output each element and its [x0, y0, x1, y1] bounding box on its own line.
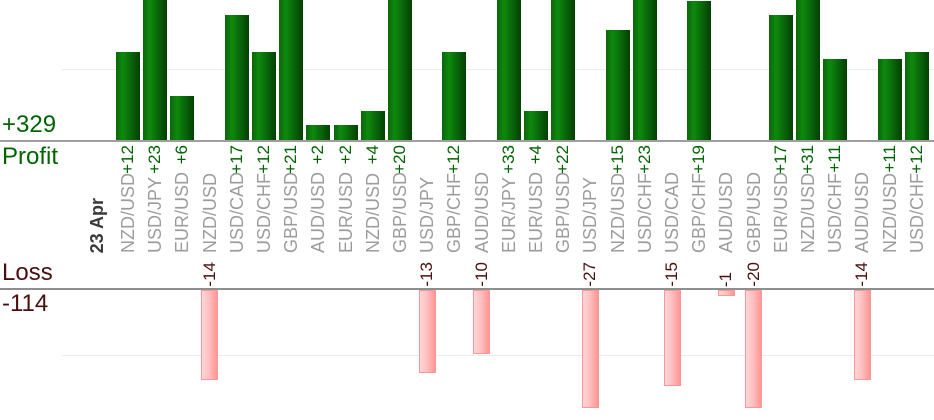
loss-value-label: -20 — [744, 262, 763, 287]
profit-value-label: +20 — [390, 145, 409, 174]
profit-bar — [442, 52, 466, 140]
pair-label: GBP/USD — [744, 171, 764, 253]
pair-label: GBP/USD — [390, 171, 410, 253]
profit-total: +329 — [2, 111, 57, 138]
profit-value-label: +17 — [771, 145, 790, 174]
loss-bar — [854, 290, 871, 380]
pair-label: GBP/USD — [553, 171, 573, 253]
loss-axis-line — [0, 288, 934, 290]
profit-bar — [606, 30, 630, 140]
loss-bar — [745, 290, 762, 408]
profit-value-label: +4 — [363, 145, 382, 165]
pair-label: EUR/USD — [526, 171, 546, 253]
pair-label: EUR/JPY — [499, 176, 519, 253]
pair-label: EUR/USD — [336, 171, 356, 253]
loss-bar — [419, 290, 436, 373]
profit-value-label: +12 — [907, 145, 926, 174]
pair-label: AUD/USD — [472, 171, 492, 253]
profit-bar — [361, 111, 385, 140]
pair-label: NZD/USD — [363, 173, 383, 253]
profit-bar — [170, 96, 194, 140]
profit-value-label: +12 — [118, 145, 137, 174]
pair-label: AUD/USD — [308, 171, 328, 253]
pair-label: USD/CHF — [907, 173, 927, 253]
profit-axis-line — [0, 140, 934, 142]
pair-label: GBP/CHF — [444, 172, 464, 253]
loss-bar — [201, 290, 218, 380]
pair-label: GBP/USD — [281, 171, 301, 253]
profit-bar — [279, 0, 303, 140]
profit-bar — [524, 111, 548, 140]
loss-value-label: -14 — [200, 262, 219, 287]
profit-value-label: +31 — [798, 145, 817, 174]
pair-label: NZD/USD — [608, 173, 628, 253]
loss-section-label: Loss — [2, 259, 53, 286]
profit-bar — [306, 125, 330, 140]
profit-value-label: +23 — [635, 145, 654, 174]
profit-bar — [252, 52, 276, 140]
profit-bar — [497, 0, 521, 140]
pair-label: NZD/USD — [880, 173, 900, 253]
loss-bar — [473, 290, 490, 354]
pair-label: GBP/CHF — [689, 172, 709, 253]
pair-label: USD/JPY — [580, 176, 600, 253]
date-label: 23 Apr — [87, 197, 107, 253]
loss-gridline — [62, 355, 934, 356]
pair-label: USD/JPY — [145, 176, 165, 253]
loss-value-label: -27 — [580, 262, 599, 287]
profit-value-label: +4 — [526, 145, 545, 165]
pair-label: USD/CAD — [662, 171, 682, 253]
pair-label: NZD/USD — [798, 173, 818, 253]
profit-bar — [116, 52, 140, 140]
loss-value-label: -13 — [417, 262, 436, 287]
pair-label: AUD/USD — [716, 171, 736, 253]
pair-label: NZD/USD — [118, 173, 138, 253]
profit-value-label: +17 — [227, 145, 246, 174]
pair-label: USD/CHF — [635, 173, 655, 253]
profit-value-label: +6 — [172, 145, 191, 165]
loss-total: -114 — [2, 290, 49, 317]
loss-value-label: -10 — [472, 262, 491, 287]
profit-bar — [334, 125, 358, 140]
profit-value-label: +12 — [444, 145, 463, 174]
profit-value-label: +2 — [308, 145, 327, 165]
loss-value-label: -15 — [662, 262, 681, 287]
loss-bar — [664, 290, 681, 386]
profit-bar — [225, 15, 249, 140]
profit-value-label: +33 — [499, 145, 518, 174]
profit-section-label: Profit — [2, 143, 59, 170]
pair-label: USD/CAD — [227, 171, 247, 253]
profit-bar — [687, 1, 711, 140]
profit-value-label: +11 — [880, 145, 899, 173]
pair-label: USD/CHF — [825, 173, 845, 253]
profit-value-label: +12 — [254, 145, 273, 174]
pair-label: NZD/USD — [200, 173, 220, 253]
profit-value-label: +22 — [553, 145, 572, 174]
profit-value-label: +19 — [689, 145, 708, 174]
loss-value-label: -14 — [852, 262, 871, 287]
profit-bar — [769, 15, 793, 140]
profit-value-label: +23 — [145, 145, 164, 174]
pair-label: EUR/USD — [771, 171, 791, 253]
pair-label: EUR/USD — [172, 171, 192, 253]
profit-bar — [796, 0, 820, 140]
profit-value-label: +2 — [336, 145, 355, 165]
pair-label: USD/JPY — [417, 176, 437, 253]
profit-value-label: +11 — [825, 145, 844, 173]
pair-label: AUD/USD — [852, 171, 872, 253]
profit-bar — [905, 52, 929, 140]
profit-value-label: +15 — [608, 145, 627, 174]
profit-bar — [878, 59, 902, 140]
profit-bar — [388, 0, 412, 140]
loss-bar — [718, 290, 735, 296]
profit-bar — [823, 59, 847, 140]
loss-value-label: -1 — [716, 271, 735, 287]
profit-bar — [633, 0, 657, 140]
profit-value-label: +21 — [281, 145, 300, 174]
pair-label: USD/CHF — [254, 173, 274, 253]
profit-bar — [551, 0, 575, 140]
profit-bar — [143, 0, 167, 140]
loss-bar — [582, 290, 599, 408]
